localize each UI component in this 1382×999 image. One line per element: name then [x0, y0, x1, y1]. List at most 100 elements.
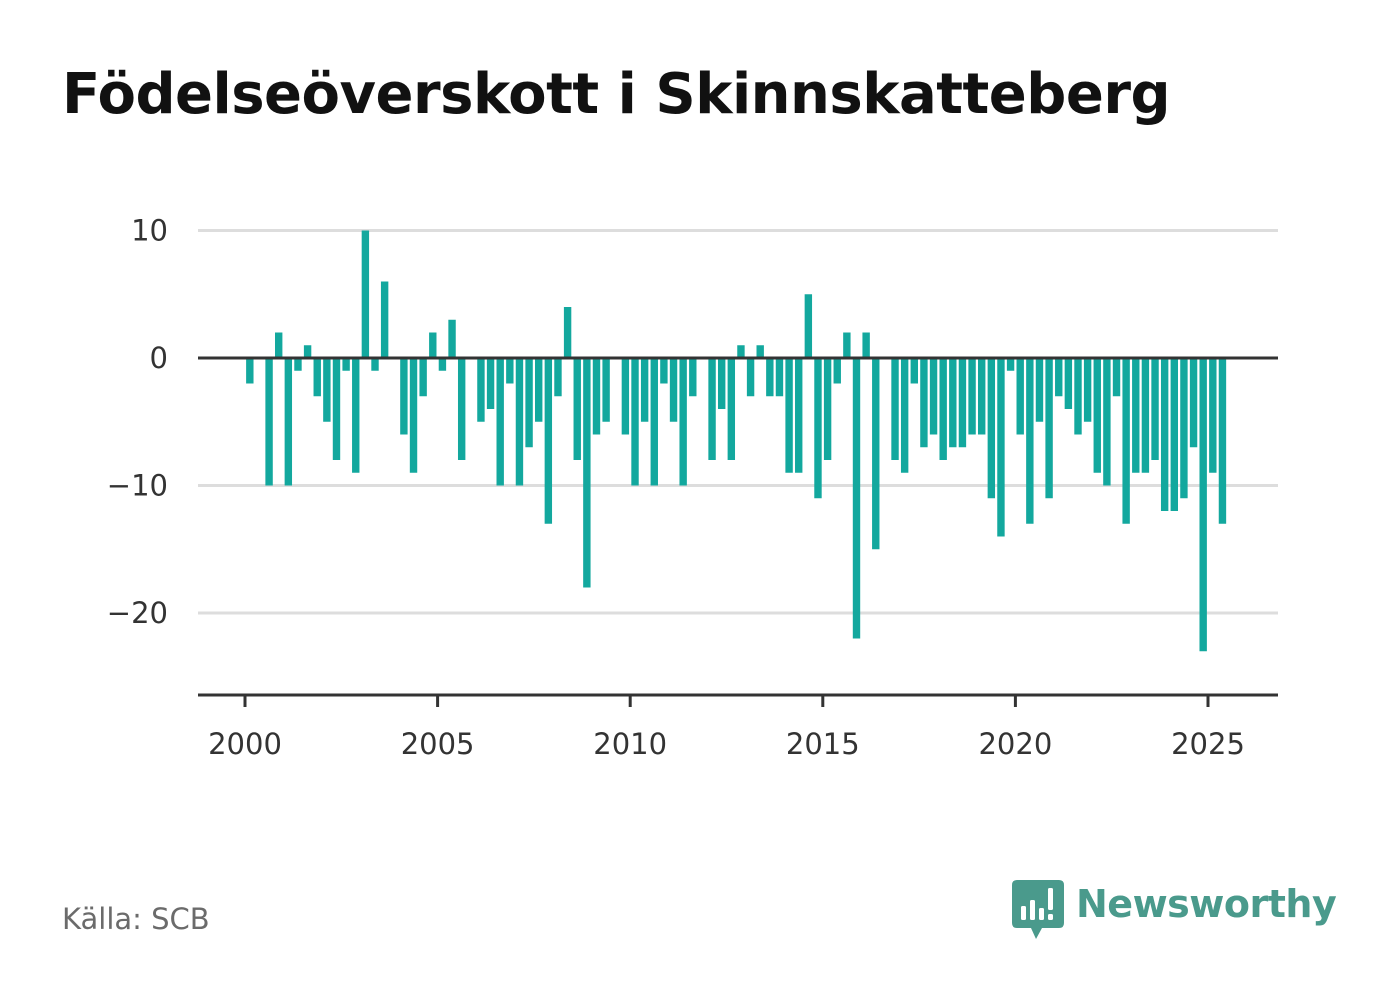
bar-2014-Q2: [795, 358, 803, 473]
bar-2011-Q3: [689, 358, 697, 397]
bar-2005-Q3: [457, 358, 466, 460]
bar-2007-Q2: [525, 358, 533, 448]
bar-2023-Q2: [1141, 358, 1150, 473]
bar-2022-Q3: [1112, 358, 1121, 397]
bar-2011-Q1: [669, 358, 678, 422]
bar-2007-Q1: [515, 358, 524, 486]
bar-2019-Q3: [997, 358, 1005, 537]
bars: [246, 230, 1227, 652]
bar-2001-Q3: [303, 345, 312, 358]
bar-2001-Q2: [294, 358, 302, 371]
bar-2020-Q4: [1045, 358, 1053, 499]
bar-2000-Q4: [275, 332, 283, 358]
bar-2009-Q2: [602, 358, 610, 422]
bar-2011-Q2: [679, 358, 687, 486]
bar-2003-Q2: [371, 358, 379, 371]
bar-2001-Q1: [284, 358, 293, 486]
bar-2024-Q1: [1170, 358, 1178, 511]
y-tick-label: −10: [107, 469, 168, 503]
tick-labels: 10 0 −10 −20 2000 2005 2010 2015 2020 2025: [107, 214, 1245, 762]
bar-2005-Q1: [438, 358, 447, 371]
bar-2017-Q4: [929, 358, 938, 435]
axes: [198, 356, 1278, 707]
bar-2014-Q3: [804, 294, 813, 358]
bar-2023-Q4: [1160, 358, 1169, 511]
bar-2000-Q1: [246, 358, 254, 384]
bar-2021-Q4: [1083, 358, 1092, 422]
bar-2023-Q1: [1132, 358, 1140, 473]
bar-2006-Q2: [486, 358, 495, 409]
bar-chart-speech-bubble-icon: [1012, 880, 1064, 939]
bar-2025-Q2: [1218, 358, 1227, 524]
bar-2024-Q2: [1180, 358, 1188, 499]
bar-2019-Q4: [1006, 358, 1015, 371]
bar-2013-Q1: [746, 358, 755, 397]
bar-2024-Q3: [1189, 358, 1198, 448]
bar-2017-Q3: [920, 358, 928, 448]
bar-2002-Q3: [342, 358, 350, 371]
bar-2002-Q4: [352, 358, 360, 473]
bar-2014-Q1: [785, 358, 793, 473]
bar-2013-Q4: [775, 358, 784, 397]
bar-2016-Q2: [872, 358, 880, 550]
bar-2019-Q1: [978, 358, 986, 435]
bar-2010-Q4: [660, 358, 668, 384]
bar-2012-Q1: [708, 358, 716, 460]
bar-2013-Q3: [766, 358, 774, 397]
bar-2001-Q4: [313, 358, 321, 397]
bar-2008-Q3: [573, 358, 581, 460]
bar-2008-Q2: [563, 307, 572, 358]
bar-2006-Q3: [496, 358, 504, 486]
bar-2022-Q4: [1122, 358, 1130, 524]
bar-2012-Q2: [717, 358, 726, 409]
bar-2014-Q4: [814, 358, 822, 499]
bar-2018-Q1: [939, 358, 947, 460]
bar-2017-Q1: [900, 358, 909, 473]
bar-2022-Q2: [1103, 358, 1111, 486]
newsworthy-logo[interactable]: Newsworthy: [1012, 880, 1337, 940]
bar-2018-Q2: [949, 358, 957, 448]
y-tick-label: 0: [150, 341, 168, 375]
bar-2006-Q1: [477, 358, 485, 422]
gridlines: [198, 229, 1278, 615]
bar-2016-Q4: [891, 358, 899, 460]
bar-2013-Q2: [756, 345, 764, 358]
x-tick-label: 2010: [593, 727, 667, 761]
bar-2002-Q1: [323, 358, 331, 422]
bar-2004-Q1: [400, 358, 408, 435]
bar-2015-Q4: [852, 358, 861, 639]
bar-2021-Q3: [1074, 358, 1082, 435]
bar-2000-Q3: [265, 358, 273, 486]
chart-title: Födelseöverskott i Skinnskatteberg: [62, 62, 1171, 127]
bar-2020-Q3: [1035, 358, 1044, 422]
bar-2005-Q2: [448, 319, 456, 358]
bar-2003-Q3: [380, 281, 389, 358]
bar-2012-Q4: [737, 345, 745, 358]
y-tick-label: 10: [131, 214, 168, 248]
bar-2018-Q4: [968, 358, 976, 435]
bar-2010-Q2: [640, 358, 649, 422]
bar-2015-Q1: [823, 358, 832, 460]
bar-2004-Q4: [429, 332, 437, 358]
bar-2015-Q3: [843, 332, 851, 358]
bar-2009-Q1: [592, 358, 601, 435]
bar-2009-Q4: [621, 358, 630, 435]
bar-2023-Q3: [1151, 358, 1159, 460]
x-tick-label: 2005: [401, 727, 475, 761]
bar-2021-Q1: [1055, 358, 1063, 397]
bar-2021-Q2: [1064, 358, 1073, 409]
bar-2017-Q2: [910, 358, 918, 384]
brand-name: Newsworthy: [1076, 882, 1337, 926]
bar-2019-Q2: [987, 358, 996, 499]
bar-2025-Q1: [1209, 358, 1217, 473]
source-note: Källa: SCB: [62, 902, 210, 936]
bar-2016-Q1: [862, 332, 870, 358]
bar-2008-Q4: [583, 358, 591, 588]
bar-2015-Q2: [833, 358, 841, 384]
bar-2022-Q1: [1093, 358, 1101, 473]
bar-2012-Q3: [727, 358, 736, 460]
bar-2020-Q1: [1016, 358, 1024, 435]
bar-2004-Q3: [419, 358, 427, 397]
bar-2006-Q4: [506, 358, 514, 384]
